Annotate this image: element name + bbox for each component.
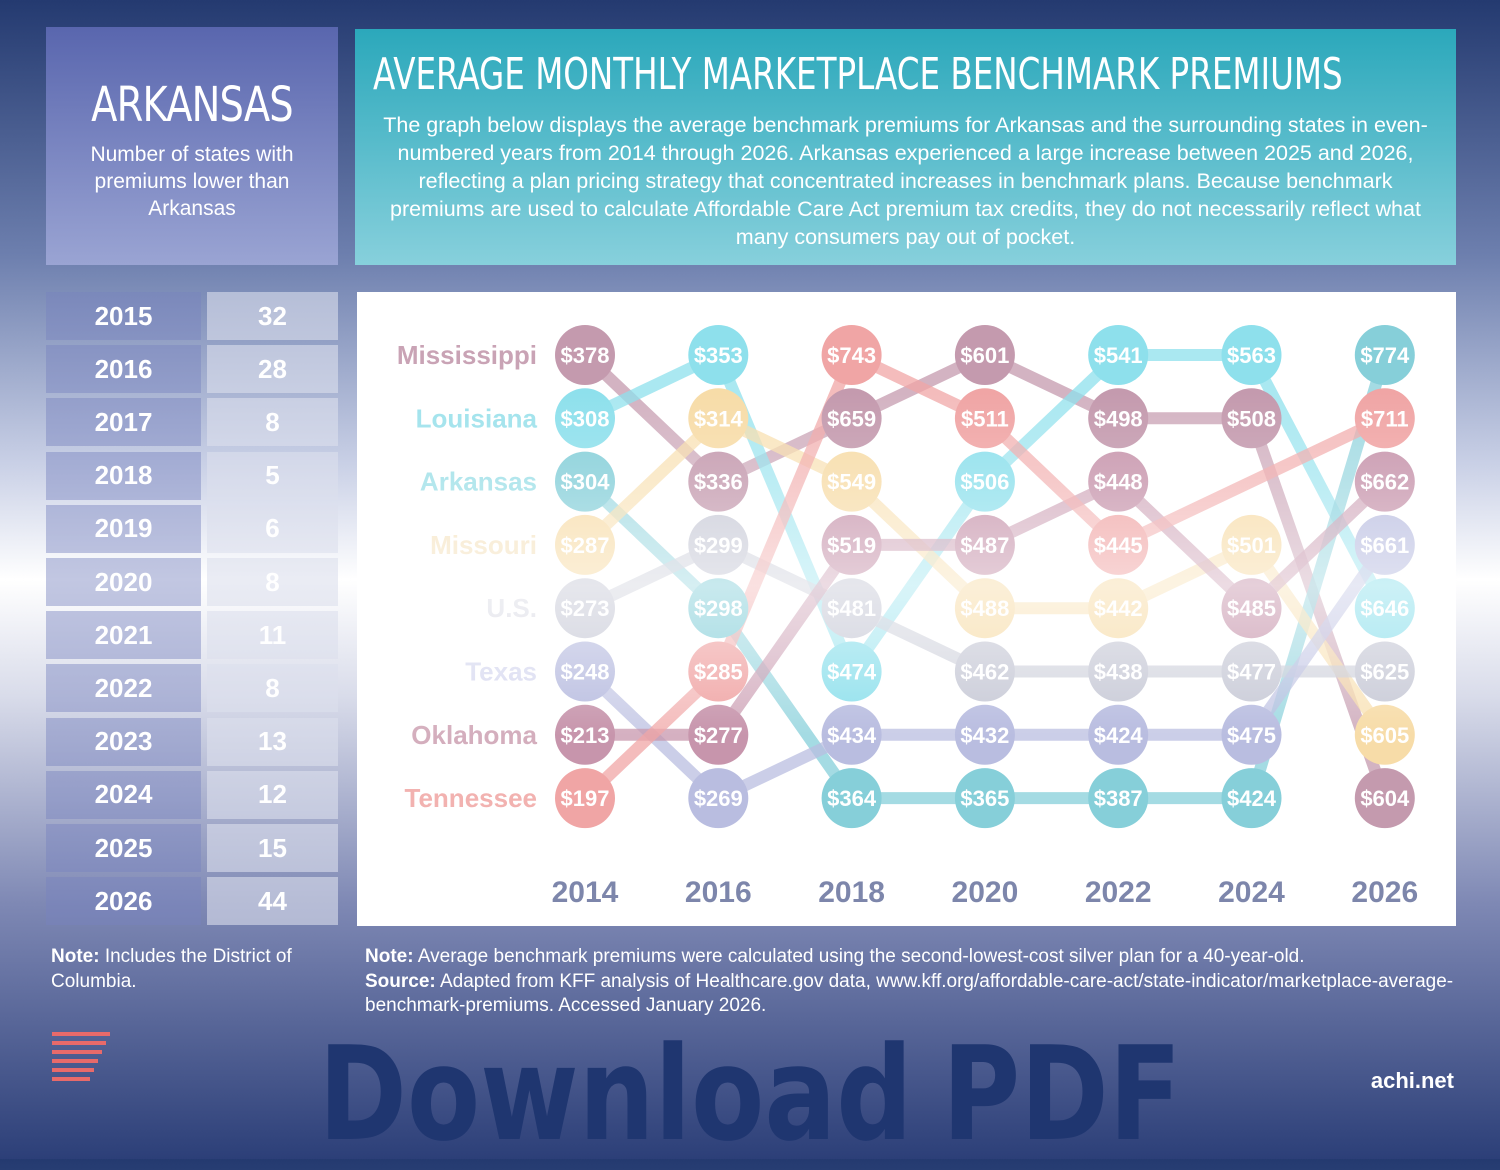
bump-chart: MississippiLouisianaArkansasMissouriU.S.…	[357, 292, 1456, 926]
rank-table-row: 2015 32	[46, 292, 338, 340]
rank-value: 11	[207, 611, 338, 660]
data-label: $378	[561, 343, 610, 368]
page-description: The graph below displays the average ben…	[383, 113, 1428, 249]
rank-value: 6	[207, 504, 338, 553]
data-point	[1354, 325, 1415, 385]
rank-value: 5	[207, 451, 338, 500]
rank-value: 28	[207, 345, 338, 394]
note-text: Average benchmark premiums were calculat…	[413, 946, 1305, 967]
rank-year: 2016	[46, 345, 201, 394]
rank-year: 2022	[46, 664, 201, 713]
rank-table-row: 2024 12	[46, 770, 338, 819]
state-subtitle: Number of states with premiums lower tha…	[90, 143, 294, 220]
rank-table-row: 2020 8	[46, 558, 338, 606]
chart-svg: MississippiLouisianaArkansasMissouriU.S.…	[357, 325, 1456, 909]
data-point	[821, 325, 882, 385]
rank-value: 13	[207, 717, 338, 766]
data-label: $353	[694, 343, 743, 368]
rank-value: 8	[207, 398, 338, 447]
bottom-note: Note: Average benchmark premiums were ca…	[365, 945, 1455, 1019]
rank-year: 2017	[46, 398, 201, 447]
rank-table-row: 2021 11	[46, 611, 338, 660]
left-note: Note: Includes the District of Columbia.	[51, 945, 341, 994]
x-tick-label: 2014	[552, 876, 619, 909]
x-tick-label: 2020	[952, 876, 1019, 909]
rank-year: 2019	[46, 504, 201, 553]
row-label: Mississippi	[397, 340, 537, 370]
x-tick-label: 2016	[685, 876, 752, 909]
download-pdf-overlay[interactable]: Download PDF	[135, 1018, 1365, 1170]
rank-year: 2020	[46, 558, 201, 606]
data-label: $743	[827, 343, 876, 368]
download-label[interactable]: Download	[318, 1018, 913, 1170]
data-point	[555, 325, 615, 385]
pdf-label[interactable]: PDF	[942, 1018, 1182, 1170]
rank-value: 32	[207, 292, 338, 340]
rank-table-row: 2026 44	[46, 877, 338, 926]
source-text: Adapted from KFF analysis of Healthcare.…	[365, 970, 1454, 1017]
rank-table-row: 2018 5	[46, 451, 338, 500]
fade-overlay	[357, 392, 1456, 822]
data-label: $774	[1360, 343, 1410, 368]
rank-year: 2023	[46, 717, 201, 766]
site-link[interactable]: achi.net	[1370, 1068, 1454, 1093]
achi-logo-icon	[52, 1032, 110, 1081]
state-title: ARKANSAS	[91, 77, 294, 133]
note-label: Note:	[51, 946, 100, 967]
rank-table-row: 2016 28	[46, 345, 338, 394]
rank-table-row: 2017 8	[46, 398, 338, 447]
rank-year: 2026	[46, 877, 201, 926]
note-text: Includes the District of Columbia.	[51, 946, 292, 992]
data-label: $541	[1094, 343, 1143, 368]
x-tick-label: 2026	[1351, 876, 1418, 909]
rank-value: 8	[207, 664, 338, 713]
rank-year: 2015	[46, 292, 201, 340]
rank-year: 2025	[46, 824, 201, 872]
rank-value: 44	[207, 877, 338, 926]
rank-year: 2018	[46, 451, 201, 500]
x-tick-label: 2018	[818, 876, 885, 909]
rank-year: 2021	[46, 611, 201, 660]
data-label: $601	[960, 343, 1009, 368]
source-label: Source:	[365, 970, 436, 992]
rank-table-row: 2022 8	[46, 664, 338, 713]
data-label: $563	[1227, 343, 1276, 368]
data-point	[688, 325, 749, 385]
rank-table-row: 2023 13	[46, 717, 338, 766]
data-point	[1221, 325, 1282, 385]
data-point	[1088, 325, 1149, 385]
state-summary-box: ARKANSAS Number of states with premiums …	[46, 27, 338, 265]
rank-value: 12	[207, 770, 338, 819]
rank-value: 8	[207, 558, 338, 606]
x-tick-label: 2024	[1218, 876, 1285, 909]
header-panel: AVERAGE MONTHLY MARKETPLACE BENCHMARK PR…	[355, 29, 1456, 265]
page-title: AVERAGE MONTHLY MARKETPLACE BENCHMARK PR…	[373, 49, 1343, 100]
rank-table-row: 2019 6	[46, 504, 338, 553]
note-label: Note:	[365, 946, 414, 967]
rank-table-row: 2025 15	[46, 824, 338, 872]
data-point	[954, 325, 1015, 385]
rank-year: 2024	[46, 770, 201, 819]
x-tick-label: 2022	[1085, 876, 1152, 909]
rank-value: 15	[207, 824, 338, 872]
